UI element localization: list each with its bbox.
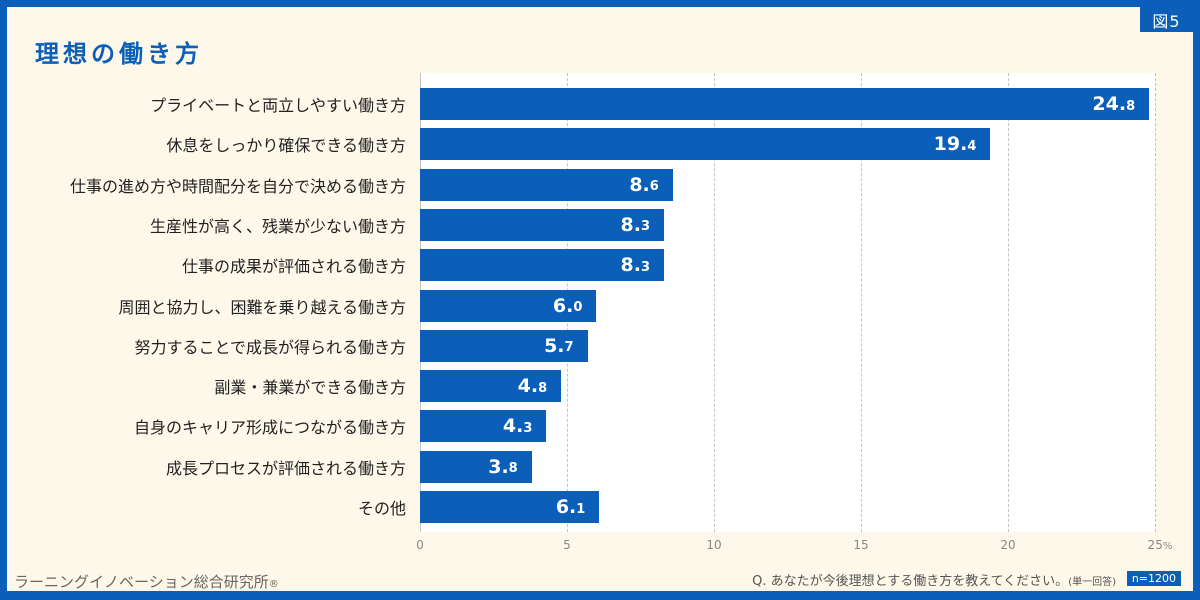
bar-5: 6. 0 <box>420 289 597 322</box>
bar-0: 24. 8 <box>420 88 1150 120</box>
bar-9: 3. 8 <box>420 450 532 483</box>
bar-value-decimal: 1 <box>576 501 586 517</box>
sample-size-badge: n=1200 <box>1126 571 1181 586</box>
bar-value-integer: 19. <box>933 133 968 156</box>
bar-value-integer: 8. <box>629 173 650 196</box>
chart-frame: 図5 理想の働き方 24. 8 19. 4 8. 6 8. 3 8. 3 6. 0 5. 7 4. 8 4. 3 3… <box>7 7 1193 591</box>
gridline-25 <box>1155 73 1156 532</box>
bar-value-integer: 8. <box>620 254 641 277</box>
category-label: 努力することで成長が得られる働き方 <box>134 337 406 357</box>
gridline-10 <box>714 73 715 532</box>
bar-value-decimal: 6 <box>649 179 659 195</box>
bar-value-decimal: 7 <box>564 340 574 356</box>
plot-area: 24. 8 19. 4 8. 6 8. 3 8. 3 6. 0 5. 7 4. 8 4. 3 3. 8 6. 1 <box>420 73 1156 532</box>
bar-value-decimal: 3 <box>640 219 651 235</box>
question-note: (単一回答) <box>1068 577 1116 588</box>
bar-value-integer: 6. <box>552 294 574 317</box>
bar-value-decimal: 8 <box>508 461 518 477</box>
x-tick-5: 5 <box>563 538 571 552</box>
bar-value-integer: 24. <box>1092 93 1127 115</box>
bar-value-integer: 8. <box>620 213 641 236</box>
bar-value-decimal: 3 <box>640 259 651 275</box>
bar-value-decimal: 8 <box>538 380 548 396</box>
bar-2: 8. 6 <box>420 168 673 201</box>
chart-title: 理想の働き方 <box>35 40 203 68</box>
bar-value-integer: 4. <box>502 415 524 438</box>
registered-mark: ® <box>268 579 279 590</box>
bar-6: 5. 7 <box>420 329 588 362</box>
figure-badge: 図5 <box>1140 7 1193 32</box>
x-tick-20: 20 <box>1000 538 1016 552</box>
bar-value-integer: 6. <box>555 496 577 518</box>
category-label: 生産性が高く、残業が少ない働き方 <box>149 216 406 236</box>
organization-credit: ラーニングイノベーション総合研究所® <box>14 571 279 592</box>
category-label: 周囲と協力し、困難を乗り越える働き方 <box>118 297 406 317</box>
bar-3: 8. 3 <box>420 208 665 241</box>
bar-value-decimal: 8 <box>1126 98 1136 114</box>
bar-value-integer: 3. <box>488 455 509 478</box>
bar-value-decimal: 3 <box>523 420 533 436</box>
x-tick-0: 0 <box>416 538 424 552</box>
category-label: プライベートと両立しやすい働き方 <box>150 96 406 115</box>
category-label: 自身のキャリア形成につながる働き方 <box>133 418 406 438</box>
x-tick-15: 15 <box>853 538 869 552</box>
bar-value-decimal: 0 <box>573 300 583 315</box>
x-tick-10: 10 <box>706 538 722 552</box>
category-label: 仕事の成果が評価される働き方 <box>181 257 406 277</box>
gridline-15 <box>861 73 862 532</box>
survey-question: Q. あなたが今後理想とする働き方を教えてください。(単一回答) <box>752 570 1116 589</box>
bar-4: 8. 3 <box>420 249 665 282</box>
organization-name: ラーニングイノベーション総合研究所 <box>14 573 269 591</box>
category-label: 休息をしっかり確保できる働き方 <box>166 136 406 156</box>
bar-value-integer: 5. <box>544 334 565 357</box>
category-label: 仕事の進め方や時間配分を自分で決める働き方 <box>69 176 406 196</box>
bar-8: 4. 3 <box>420 410 547 443</box>
bar-7: 4. 8 <box>420 370 562 403</box>
question-text: Q. あなたが今後理想とする働き方を教えてください。 <box>752 574 1069 589</box>
bar-value-decimal: 4 <box>967 138 977 154</box>
category-label: その他 <box>357 499 406 518</box>
bar-value-integer: 4. <box>517 375 539 398</box>
gridline-20 <box>1008 73 1009 532</box>
category-label: 成長プロセスが評価される働き方 <box>165 458 406 478</box>
category-label: 副業・兼業ができる働き方 <box>214 378 406 398</box>
x-tick-25: 25% <box>1147 538 1173 552</box>
bar-1: 19. 4 <box>420 128 991 161</box>
bar-10: 6. 1 <box>420 491 600 523</box>
